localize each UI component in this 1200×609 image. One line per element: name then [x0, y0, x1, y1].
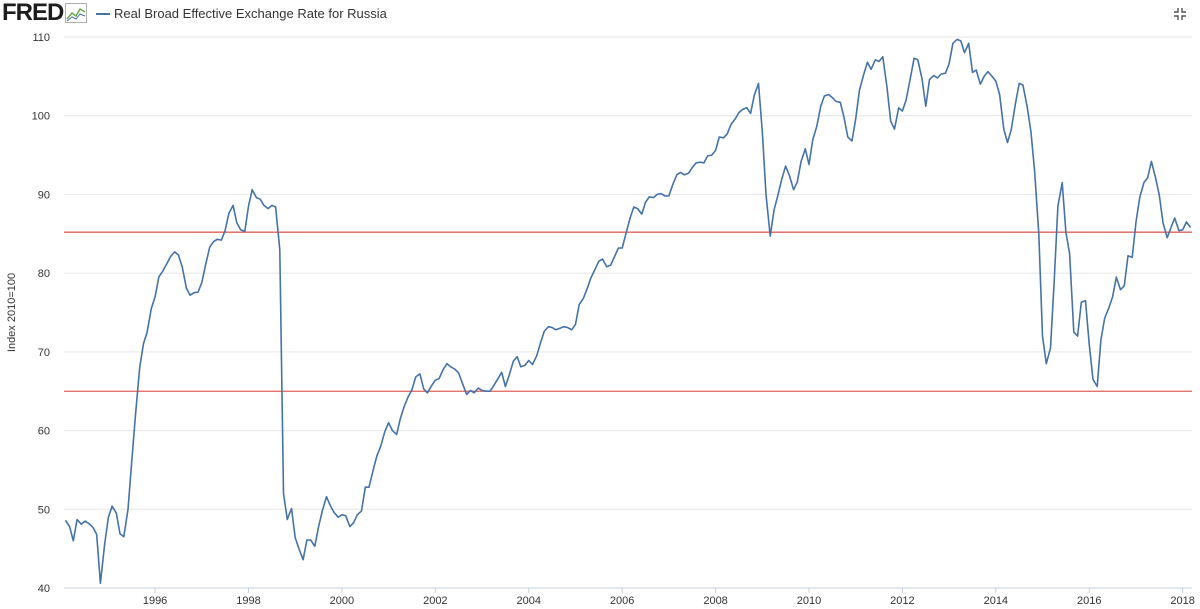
y-tick-label: 100 — [32, 111, 50, 123]
x-axis-ticks: 1996 1998 2000 2002 2004 2006 2008 2010 2012 2014… — [143, 588, 1195, 607]
chart-header: FRED Real Broad Effective Exchange Rate … — [0, 0, 1200, 30]
x-tick-label: 2010 — [797, 595, 821, 607]
x-tick-label: 2000 — [330, 595, 354, 607]
y-tick-label: 90 — [38, 189, 50, 201]
chart-legend: Real Broad Effective Exchange Rate for R… — [96, 6, 387, 21]
x-tick-label: 1996 — [143, 595, 167, 607]
series-line — [64, 38, 1192, 585]
x-tick-label: 1998 — [236, 595, 260, 607]
x-tick-label: 2008 — [703, 595, 727, 607]
x-tick-label: 2004 — [517, 595, 541, 607]
y-tick-label: 110 — [32, 32, 50, 44]
y-tick-label: 50 — [38, 504, 50, 516]
x-tick-label: 2012 — [890, 595, 914, 607]
legend-series-label: Real Broad Effective Exchange Rate for R… — [114, 6, 387, 21]
y-tick-label: 40 — [38, 583, 50, 595]
y-axis-title: Index 2010=100 — [6, 273, 18, 352]
legend-line-swatch-icon — [96, 12, 110, 15]
y-axis-ticks: 40 50 60 70 80 90 100 110 — [32, 32, 50, 595]
fred-logo-graph-icon — [65, 3, 88, 23]
fred-logo[interactable]: FRED — [2, 0, 88, 26]
y-tick-label: 80 — [38, 268, 50, 280]
chart-plot: 40 50 60 70 80 90 100 110 1996 1998 2000 2002 2004 2… — [6, 32, 1195, 607]
grid-lines — [64, 36, 1192, 589]
y-tick-label: 60 — [38, 426, 50, 438]
expand-icon[interactable] — [1172, 6, 1188, 22]
x-tick-label: 2014 — [984, 595, 1008, 607]
logo-text: FRED — [2, 0, 64, 26]
reference-lines — [64, 231, 1192, 392]
x-tick-label: 2006 — [610, 595, 634, 607]
x-tick-label: 2016 — [1077, 595, 1101, 607]
x-tick-label: 2018 — [1170, 595, 1194, 607]
y-tick-label: 70 — [38, 347, 50, 359]
x-tick-label: 2002 — [423, 595, 447, 607]
